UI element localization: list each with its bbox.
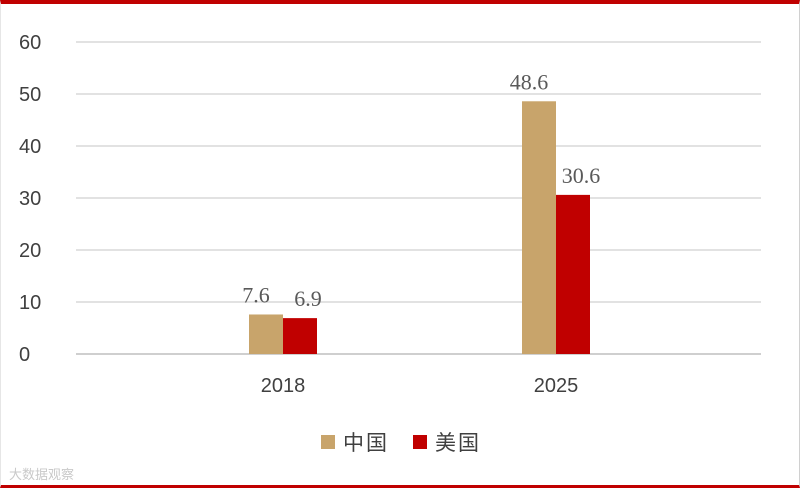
watermark: 大数据观察 bbox=[9, 468, 75, 483]
y-tick-label: 10 bbox=[19, 292, 41, 314]
bars bbox=[249, 101, 590, 354]
bar-chart: 0 10 20 30 40 50 60 7.6 6.9 48.6 30.6 2018 2025 中国… bbox=[19, 32, 761, 455]
x-tick-label: 2018 bbox=[261, 375, 306, 397]
y-tick-label: 40 bbox=[19, 136, 41, 158]
y-tick-label: 0 bbox=[19, 344, 30, 366]
data-label-2025-china: 48.6 bbox=[510, 69, 549, 94]
x-tick-label: 2025 bbox=[534, 375, 579, 397]
data-labels: 7.6 6.9 48.6 30.6 bbox=[242, 69, 600, 311]
gridlines bbox=[76, 41, 761, 355]
legend-swatch-usa bbox=[413, 435, 427, 449]
legend-label-usa: 美国 bbox=[435, 431, 481, 455]
y-axis: 0 10 20 30 40 50 60 bbox=[19, 32, 41, 366]
data-label-2025-usa: 30.6 bbox=[562, 163, 601, 188]
legend-swatch-china bbox=[321, 435, 335, 449]
data-label-2018-china: 7.6 bbox=[242, 282, 270, 307]
y-tick-label: 60 bbox=[19, 32, 41, 54]
bar-2025-usa bbox=[556, 194, 590, 354]
y-tick-label: 30 bbox=[19, 188, 41, 210]
y-tick-label: 50 bbox=[19, 84, 41, 106]
bar-2018-usa bbox=[283, 318, 317, 354]
x-axis: 2018 2025 bbox=[261, 375, 579, 397]
bar-2025-china bbox=[522, 101, 556, 354]
data-label-2018-usa: 6.9 bbox=[294, 286, 322, 311]
bar-2018-china bbox=[249, 314, 283, 354]
legend-label-china: 中国 bbox=[343, 431, 389, 455]
y-tick-label: 20 bbox=[19, 240, 41, 262]
legend: 中国 美国 bbox=[321, 431, 481, 455]
